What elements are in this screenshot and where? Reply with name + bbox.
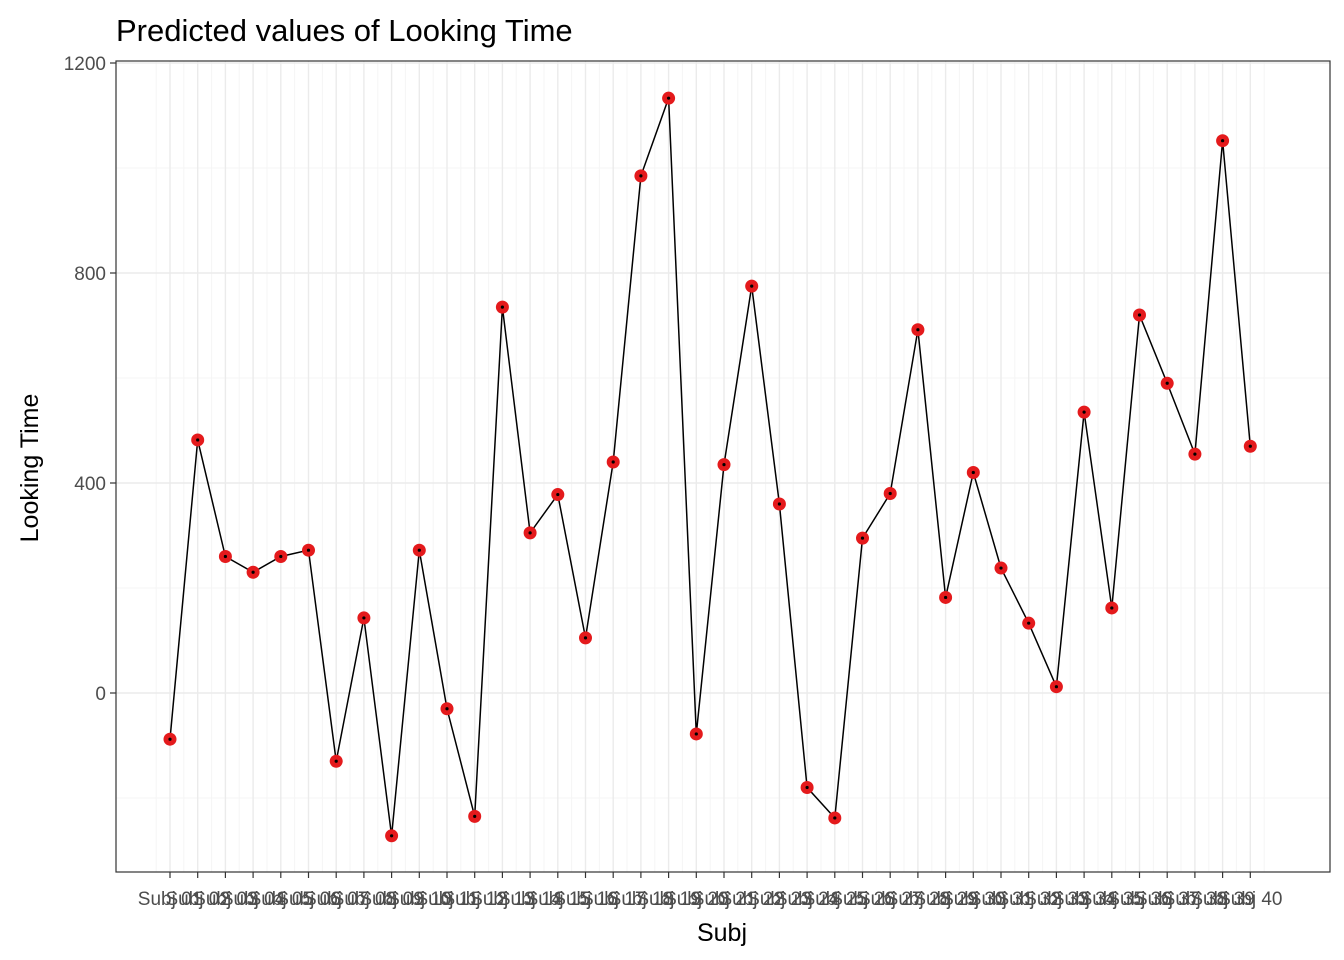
x-tick-label: Subj 02	[165, 889, 229, 910]
x-tick-label: Subj 01	[138, 889, 202, 910]
x-tick-label: Subj 03	[193, 889, 257, 910]
data-point-center	[279, 554, 283, 559]
x-tick-label: Subj 39	[1190, 889, 1254, 910]
x-tick-label: Subj 29	[913, 889, 977, 910]
x-tick-label: Subj 35	[1080, 889, 1144, 910]
data-point-center	[168, 737, 172, 741]
x-tick-label: Subj 34	[1052, 889, 1117, 910]
x-tick-label: Subj 10	[387, 889, 451, 910]
data-point-center	[1027, 621, 1031, 625]
data-point-center	[1082, 410, 1086, 414]
x-tick-label: Subj 28	[886, 889, 950, 910]
x-tick-label: Subj 30	[941, 889, 1005, 910]
data-point-center	[362, 616, 366, 620]
x-tick-label: Subj 14	[498, 889, 563, 910]
data-point-center	[196, 438, 200, 442]
x-tick-label: Subj 32	[996, 889, 1060, 910]
data-point-center	[944, 595, 948, 600]
data-point-center	[860, 536, 865, 540]
y-tick-label: 800	[74, 264, 106, 285]
data-point-center	[445, 707, 449, 711]
x-tick-label: Subj 22	[719, 889, 783, 910]
x-tick-label: Subj 40	[1218, 889, 1282, 910]
x-tick-label: Subj 26	[830, 889, 894, 910]
data-point-center	[1193, 452, 1197, 456]
panel-border	[115, 60, 1331, 873]
data-points	[163, 91, 1257, 843]
data-point-center	[390, 834, 394, 838]
data-point-center	[500, 305, 504, 309]
data-point-center	[639, 174, 643, 178]
data-point-center	[971, 470, 975, 475]
x-tick-label: Subj 12	[442, 889, 506, 910]
data-point-center	[805, 785, 809, 790]
x-tick-label: Subj 21	[692, 889, 756, 910]
x-tick-label: Subj 27	[858, 889, 922, 910]
data-point-center	[916, 328, 920, 332]
data-point-center	[251, 570, 255, 574]
x-tick-label: Subj 33	[1024, 889, 1088, 910]
data-point-center	[1221, 139, 1225, 143]
data-point-center	[888, 491, 892, 496]
series-line	[169, 97, 1252, 836]
data-point-center	[611, 460, 615, 464]
data-point-center	[1137, 313, 1142, 317]
x-tick-label: Subj 18	[609, 889, 673, 910]
data-point-center	[1054, 685, 1058, 689]
x-tick-label: Subj 05	[249, 889, 313, 910]
y-axis: 0 400 800 1200	[64, 54, 116, 705]
chart-title: Predicted values of Looking Time	[116, 13, 573, 48]
data-point-center	[999, 566, 1003, 570]
x-tick-label: Subj 16	[553, 889, 617, 910]
data-point-center	[223, 554, 227, 559]
data-point-center	[473, 814, 477, 818]
x-tick-label: Subj 25	[803, 889, 867, 910]
data-point-center	[1165, 381, 1169, 385]
data-point-center	[833, 816, 837, 820]
data-point-center	[722, 463, 726, 467]
x-tick-label: Subj 23	[747, 889, 811, 910]
data-point-center	[667, 96, 671, 100]
y-tick-label: 400	[74, 474, 106, 495]
x-tick-label: Subj 15	[526, 889, 590, 910]
x-tick-label: Subj 38	[1163, 889, 1227, 910]
x-tick-label: Subj 06	[276, 889, 340, 910]
data-point-center	[1110, 606, 1114, 610]
data-point-center	[583, 636, 588, 640]
y-tick-label: 1200	[64, 54, 106, 75]
x-tick-label: Subj 13	[470, 889, 534, 910]
x-tick-label: Subj 24	[775, 889, 840, 910]
x-tick-label: Subj 17	[581, 889, 645, 910]
data-point-center	[528, 531, 532, 535]
data-point-center	[556, 492, 560, 497]
x-tick-label: Subj 31	[969, 889, 1033, 910]
data-point-center	[306, 548, 311, 552]
x-tick-label: Subj 07	[304, 889, 368, 910]
grid	[116, 61, 1330, 872]
x-tick-label: Subj 11	[415, 889, 478, 910]
x-axis-title: Subj	[697, 919, 747, 947]
series	[169, 97, 1252, 836]
data-point-center	[750, 284, 754, 288]
x-tick-label: Subj 36	[1107, 889, 1171, 910]
x-tick-label: Subj 19	[636, 889, 700, 910]
x-tick-label: Subj 08	[332, 889, 396, 910]
x-tick-label: Subj 20	[664, 889, 728, 910]
y-axis-title: Looking Time	[16, 394, 44, 543]
x-tick-label: Subj 04	[221, 889, 286, 910]
data-point-center	[694, 732, 698, 736]
x-tick-label: Subj 37	[1135, 889, 1199, 910]
data-point-center	[777, 502, 782, 506]
data-point-center	[334, 759, 338, 763]
y-tick-label: 0	[95, 684, 106, 705]
data-point-center	[1248, 444, 1252, 448]
data-point-center	[417, 548, 421, 552]
x-tick-label: Subj 09	[359, 889, 423, 910]
